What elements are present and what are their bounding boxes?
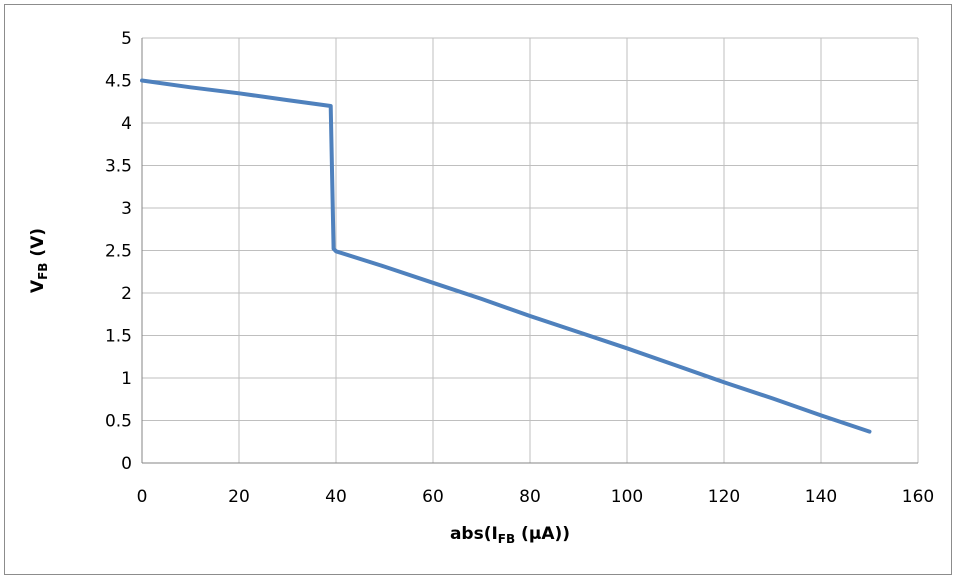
series-layer (140, 78, 872, 434)
series-line (140, 78, 872, 434)
x-tick-label: 120 (708, 487, 740, 507)
x-tick-label: 20 (228, 487, 250, 507)
y-axis-ticks: 0 0.5 1 1.5 2 2.5 3 3.5 4 4.5 5 (105, 29, 132, 474)
y-tick-label: 4 (121, 114, 132, 134)
y-axis-title-suffix: (V) (28, 228, 48, 263)
line-chart: 0 0.5 1 1.5 2 2.5 3 3.5 4 4.5 5 0 20 40 60 80 100 120 140… (28, 29, 935, 546)
x-tick-label: 160 (902, 487, 934, 507)
y-tick-label: 2 (121, 284, 132, 304)
x-axis-ticks: 0 20 40 60 80 100 120 140 160 (137, 487, 935, 507)
y-tick-label: 4.5 (105, 72, 132, 92)
y-axis-title-prefix: V (28, 279, 48, 293)
x-axis-title-suffix: (µA)) (515, 524, 570, 544)
x-tick-label: 60 (422, 487, 444, 507)
y-tick-label: 0 (121, 454, 132, 474)
x-tick-label: 100 (611, 487, 643, 507)
x-axis-title: abs(IFB (µA)) (450, 524, 570, 546)
y-axis-title: VFB (V) (28, 228, 50, 293)
y-tick-label: 0.5 (105, 412, 132, 432)
y-tick-label: 2.5 (105, 242, 132, 262)
grid (141, 37, 919, 464)
y-axis-title-subscript: FB (36, 263, 50, 280)
x-axis-title-prefix: abs(I (450, 524, 498, 544)
y-tick-label: 5 (121, 29, 132, 49)
x-tick-label: 40 (325, 487, 347, 507)
x-tick-label: 80 (519, 487, 541, 507)
y-tick-label: 1.5 (105, 327, 132, 347)
y-tick-label: 3.5 (105, 157, 132, 177)
x-tick-label: 140 (805, 487, 837, 507)
chart-frame: 0 0.5 1 1.5 2 2.5 3 3.5 4 4.5 5 0 20 40 60 80 100 120 140… (4, 4, 952, 575)
y-tick-label: 3 (121, 199, 132, 219)
y-tick-label: 1 (121, 369, 132, 389)
x-tick-label: 0 (137, 487, 148, 507)
x-axis-title-subscript: FB (498, 532, 515, 546)
